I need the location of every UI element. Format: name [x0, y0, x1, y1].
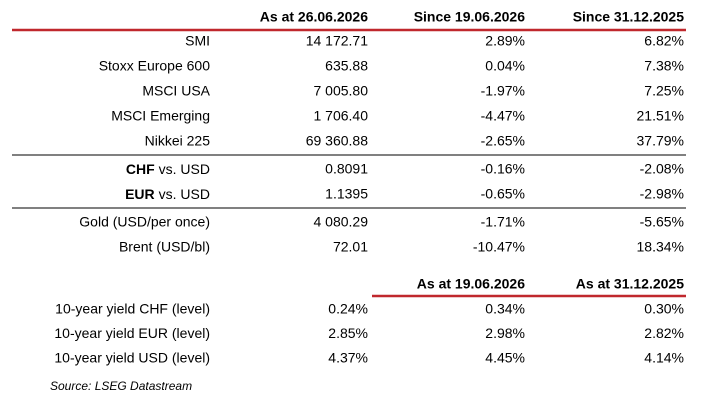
- cell: 2.89%: [485, 33, 525, 49]
- row-label: EUR vs. USD: [125, 186, 210, 202]
- cell: 635.88: [325, 58, 368, 74]
- cell: -1.97%: [481, 83, 525, 99]
- column-header: Since 31.12.2025: [573, 9, 685, 25]
- cell: 2.82%: [644, 325, 684, 341]
- cell: 2.85%: [328, 325, 368, 341]
- cell: 14 172.71: [306, 33, 368, 49]
- cell: 4 080.29: [314, 214, 369, 230]
- cell: 0.24%: [328, 301, 368, 317]
- cell: 69 360.88: [306, 133, 368, 149]
- cell: 7.38%: [644, 58, 684, 74]
- cell: 1.1395: [325, 186, 368, 202]
- cell: 37.79%: [637, 133, 684, 149]
- cell: -2.65%: [481, 133, 525, 149]
- cell: 4.45%: [485, 350, 525, 366]
- row-label: SMI: [185, 33, 210, 49]
- cell: 4.14%: [644, 350, 684, 366]
- cell: 4.37%: [328, 350, 368, 366]
- cell: 72.01: [333, 239, 368, 255]
- column-header: As at 31.12.2025: [576, 276, 684, 292]
- cell: 0.30%: [644, 301, 684, 317]
- row-label: 10-year yield USD (level): [54, 350, 210, 366]
- cell: 7 005.80: [314, 83, 369, 99]
- cell: -2.98%: [640, 186, 684, 202]
- row-label-bold: CHF: [126, 161, 155, 177]
- cell: -2.08%: [640, 161, 684, 177]
- row-label-rest: vs. USD: [159, 186, 210, 202]
- row-label: Stoxx Europe 600: [99, 58, 211, 74]
- cell: 7.25%: [644, 83, 684, 99]
- row-label: 10-year yield EUR (level): [54, 325, 210, 341]
- row-label: Gold (USD/per once): [79, 214, 210, 230]
- cell: -1.71%: [481, 214, 525, 230]
- row-label: MSCI Emerging: [111, 108, 210, 124]
- row-label: 10-year yield CHF (level): [55, 301, 210, 317]
- cell: 21.51%: [637, 108, 684, 124]
- cell: 2.98%: [485, 325, 525, 341]
- source: Source: LSEG Datastream: [50, 379, 192, 393]
- cell: -5.65%: [640, 214, 684, 230]
- row-label: CHF vs. USD: [126, 161, 210, 177]
- row-label-bold: EUR: [125, 186, 155, 202]
- row-label-rest: vs. USD: [159, 161, 210, 177]
- cell: -0.65%: [481, 186, 525, 202]
- cell: 18.34%: [637, 239, 684, 255]
- row-label: Brent (USD/bl): [119, 239, 210, 255]
- row-label: MSCI USA: [142, 83, 210, 99]
- cell: 6.82%: [644, 33, 684, 49]
- cell: -0.16%: [481, 161, 525, 177]
- column-header: As at 19.06.2026: [417, 276, 525, 292]
- row-label: Nikkei 225: [145, 133, 211, 149]
- cell: -10.47%: [473, 239, 525, 255]
- cell: -4.47%: [481, 108, 525, 124]
- cell: 1 706.40: [314, 108, 369, 124]
- column-header: As at 26.06.2026: [260, 9, 368, 25]
- cell: 0.04%: [485, 58, 525, 74]
- cell: 0.34%: [485, 301, 525, 317]
- column-header: Since 19.06.2026: [414, 9, 526, 25]
- cell: 0.8091: [325, 161, 368, 177]
